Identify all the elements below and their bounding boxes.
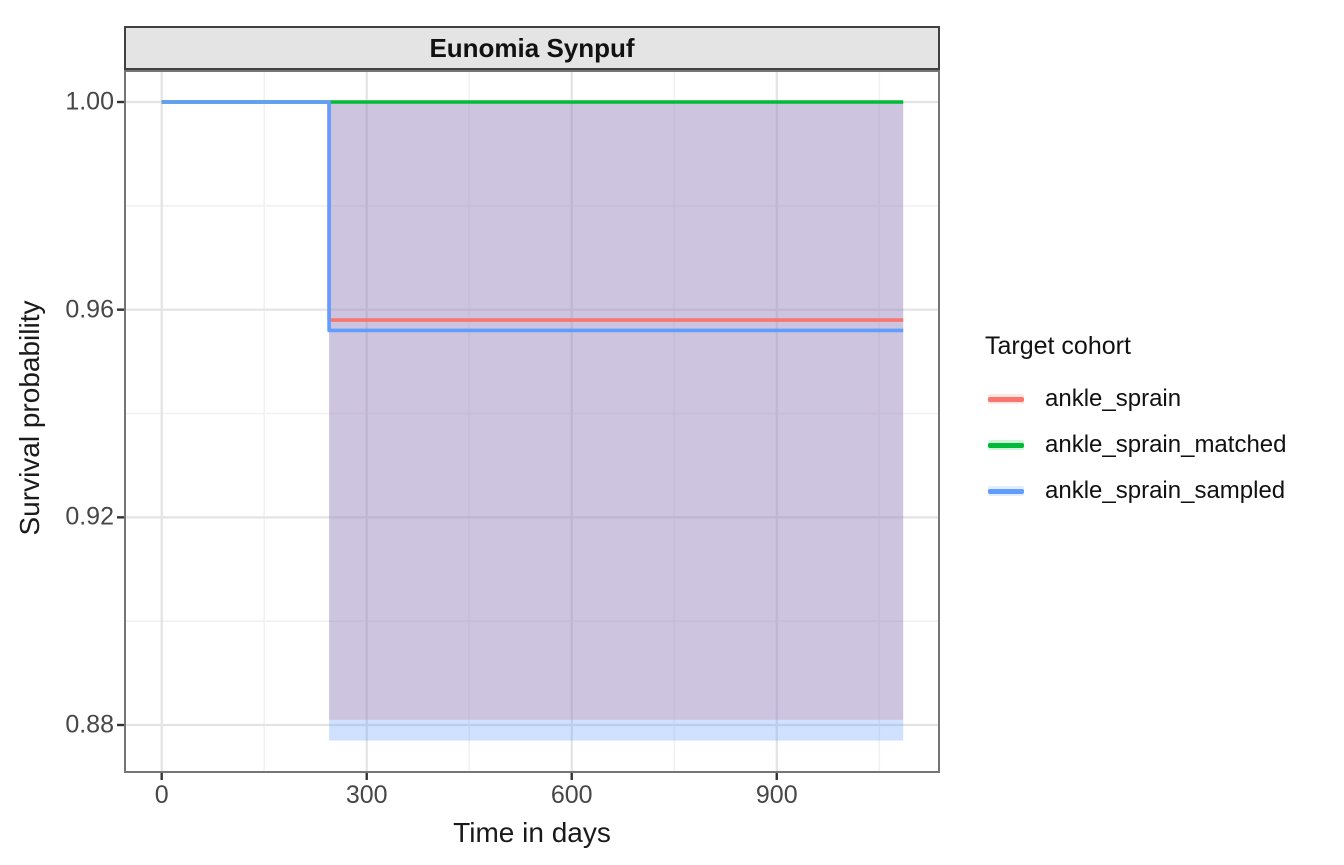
y-tick-label: 0.88 (65, 710, 114, 739)
x-tick-label: 0 (154, 781, 169, 809)
x-tick-label: 600 (550, 781, 593, 809)
legend-entry: ankle_sprain_matched (985, 431, 1287, 459)
legend-key-ankle-sprain-matched-icon (988, 436, 1024, 454)
legend-entry-label: ankle_sprain_matched (1045, 431, 1287, 458)
facet-title: Eunomia Synpuf (429, 32, 635, 63)
x-axis-title: Time in days (453, 817, 611, 848)
x-tick-label: 300 (345, 781, 388, 809)
y-tick-label: 0.92 (65, 502, 114, 531)
legend-entry: ankle_sprain_sampled (985, 477, 1285, 505)
legend-key-ankle-sprain-icon (988, 390, 1024, 408)
y-axis-title: Survival probability (14, 300, 45, 536)
x-tick-label: 900 (755, 781, 798, 809)
legend-entry-label: ankle_sprain (1045, 385, 1182, 412)
y-tick-label: 0.96 (65, 295, 114, 324)
legend-key-ankle-sprain-sampled-icon (988, 482, 1024, 500)
legend-entry-label: ankle_sprain_sampled (1045, 477, 1286, 504)
facet-strip: Eunomia Synpuf (124, 26, 940, 70)
legend-entry: ankle_sprain (985, 385, 1181, 413)
legend-title: Target cohort (985, 332, 1131, 360)
y-tick-label: 1.00 (65, 87, 114, 116)
